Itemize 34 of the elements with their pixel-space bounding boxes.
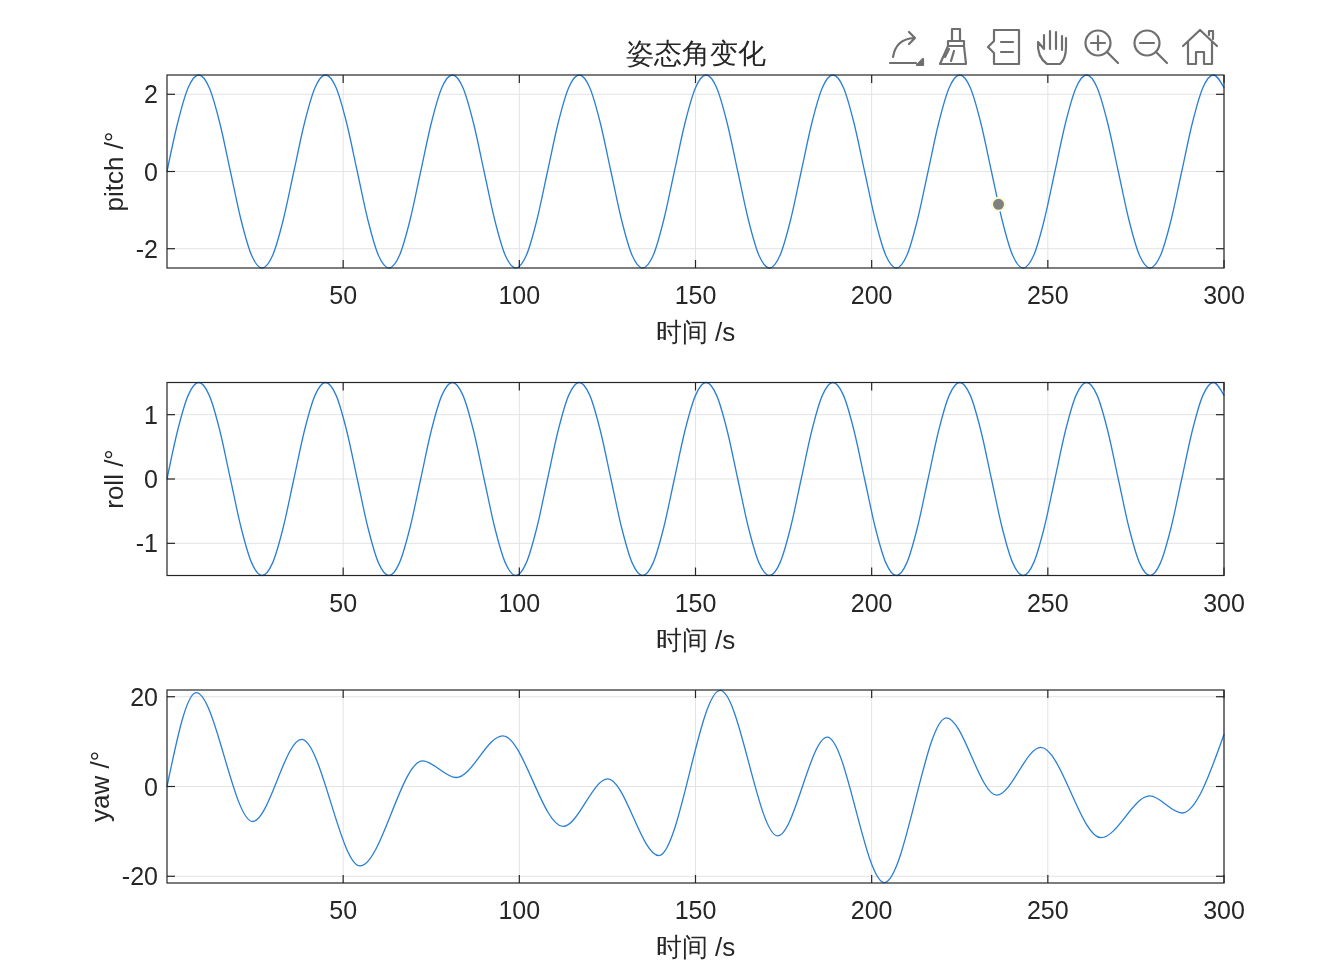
x-tick-label: 300	[1203, 281, 1245, 309]
y-axis-title: roll /°	[98, 449, 129, 509]
x-tick-label: 50	[329, 281, 358, 309]
y-axis-title: yaw /°	[84, 750, 115, 823]
y-tick-label: 2	[144, 80, 158, 109]
y-tick-label: 1	[144, 400, 158, 429]
y-tick-label: -20	[121, 862, 158, 891]
y-tick-label: 0	[144, 772, 158, 801]
x-tick-label: 300	[1203, 896, 1245, 924]
x-axis-title: 时间 /s	[655, 317, 736, 347]
x-tick-label: 250	[1026, 588, 1069, 617]
x-tick-label: 200	[850, 281, 893, 309]
x-tick-label: 50	[329, 896, 358, 924]
x-tick-label: 150	[674, 896, 717, 924]
x-tick-label: 200	[850, 896, 893, 924]
x-tick-label: 100	[498, 281, 541, 309]
x-tick-label: 100	[498, 896, 541, 924]
x-axis-title: 时间 /s	[655, 624, 736, 655]
y-tick-label: 20	[130, 682, 158, 711]
x-tick-label: 150	[674, 588, 717, 617]
y-tick-label: -1	[135, 529, 158, 558]
x-tick-label: 50	[329, 588, 358, 617]
chart-title: 姿态角变化	[625, 37, 766, 69]
x-tick-label: 300	[1203, 588, 1245, 617]
y-tick-label: 0	[144, 157, 158, 186]
x-tick-label: 250	[1026, 896, 1069, 924]
x-axis-title: 时间 /s	[655, 932, 736, 962]
x-tick-label: 100	[498, 588, 541, 617]
x-tick-label: 200	[850, 588, 893, 617]
y-tick-label: 0	[144, 465, 158, 493]
y-axis-title: pitch /°	[98, 131, 129, 212]
y-tick-label: -2	[135, 234, 158, 263]
x-tick-label: 150	[674, 281, 717, 309]
x-tick-label: 250	[1026, 281, 1069, 309]
